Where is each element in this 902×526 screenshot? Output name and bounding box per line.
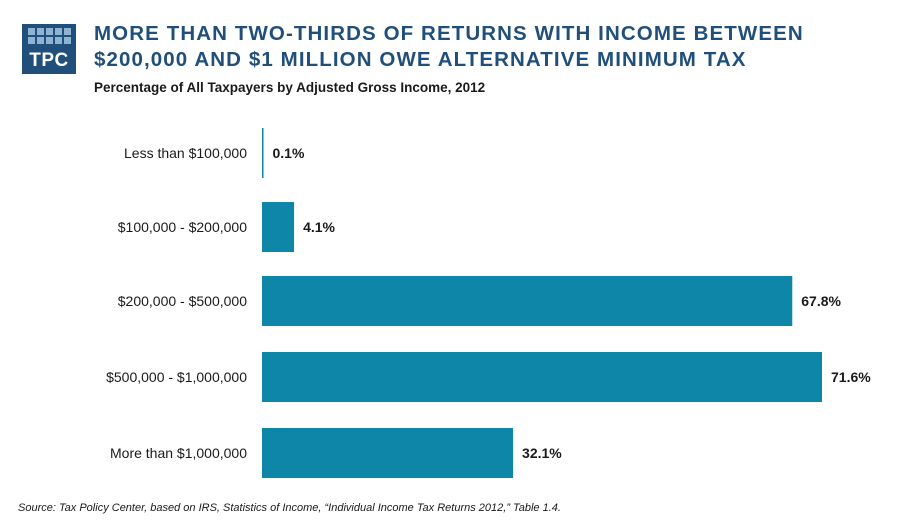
category-label: More than $1,000,000	[110, 445, 247, 461]
bar	[262, 428, 514, 478]
bar	[262, 276, 793, 326]
chart-subtitle: Percentage of All Taxpayers by Adjusted …	[94, 80, 486, 95]
tpc-logo: TPC	[22, 24, 76, 74]
category-label: $100,000 - $200,000	[118, 219, 247, 235]
data-label: 4.1%	[303, 219, 335, 235]
logo-grid-icon	[28, 28, 71, 44]
data-label: 67.8%	[801, 293, 841, 309]
chart-title: MORE THAN TWO-THIRDS OF RETURNS WITH INC…	[94, 22, 804, 71]
logo-text: TPC	[29, 50, 69, 71]
category-label: Less than $100,000	[124, 145, 247, 161]
data-label: 71.6%	[831, 369, 871, 385]
data-label: 32.1%	[522, 445, 562, 461]
bar	[262, 352, 822, 402]
data-label: 0.1%	[273, 145, 305, 161]
bar	[262, 202, 295, 252]
source-note: Source: Tax Policy Center, based on IRS,…	[18, 502, 561, 514]
bar	[262, 128, 264, 178]
category-label: $500,000 - $1,000,000	[106, 369, 247, 385]
category-label: $200,000 - $500,000	[118, 293, 247, 309]
